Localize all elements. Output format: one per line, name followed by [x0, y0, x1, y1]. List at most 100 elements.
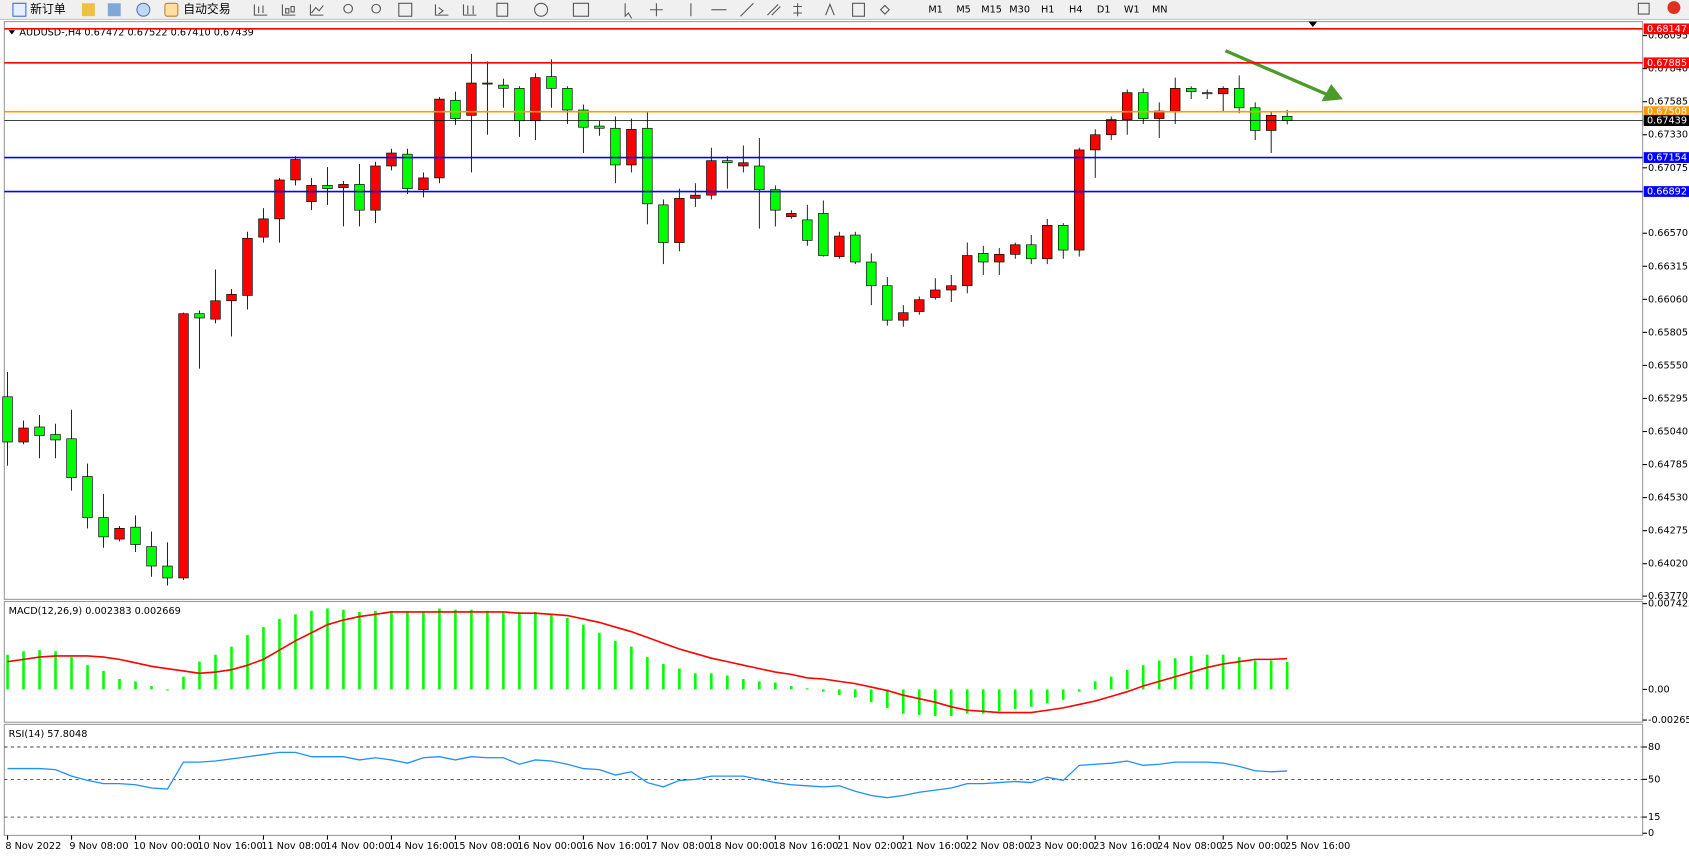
- macd-bar: [534, 611, 537, 690]
- candle-body: [98, 517, 109, 538]
- icon: [12, 2, 27, 17]
- candle-body: [818, 213, 829, 256]
- price-label: 0.67885: [1647, 58, 1687, 69]
- icon[interactable]: [534, 2, 549, 17]
- x-tick-label: 23 Nov 00:00: [1029, 841, 1094, 852]
- macd-bar: [662, 663, 665, 690]
- icon[interactable]: [825, 2, 835, 16]
- candle-body: [834, 235, 845, 257]
- icon: [164, 2, 179, 17]
- icon[interactable]: [434, 4, 449, 16]
- x-tick-label: 25 Nov 16:00: [1285, 841, 1350, 852]
- rsi-line: [7, 751, 1288, 799]
- icon[interactable]: [107, 3, 121, 17]
- timeframe-button[interactable]: MN: [1152, 5, 1168, 16]
- macd-bar: [502, 611, 505, 690]
- x-tick-label: 10 Nov 16:00: [197, 841, 262, 852]
- y-tick-label: 0.64785: [1648, 460, 1688, 471]
- macd-bar: [182, 676, 185, 690]
- y-tick-label: 0: [1648, 828, 1654, 839]
- icon[interactable]: [81, 3, 95, 17]
- macd-bar: [102, 670, 105, 690]
- icon[interactable]: [371, 3, 382, 14]
- timeframe-button[interactable]: H4: [1069, 5, 1082, 16]
- timeframe-button[interactable]: H1: [1041, 5, 1054, 16]
- candle-body: [642, 127, 653, 205]
- macd-bar: [949, 689, 953, 717]
- candle-body: [114, 527, 125, 540]
- icon[interactable]: [572, 2, 590, 17]
- icon[interactable]: [281, 4, 296, 16]
- macd-pane: [3, 600, 1644, 723]
- icon[interactable]: [793, 3, 802, 17]
- candle-body: [1122, 92, 1133, 120]
- macd-bar: [981, 689, 985, 714]
- macd-bar: [838, 689, 841, 696]
- search-icon[interactable]: [1637, 2, 1650, 15]
- icon[interactable]: [852, 2, 865, 17]
- timeframe-button[interactable]: M30: [1009, 5, 1030, 16]
- candle-body: [1026, 244, 1037, 260]
- candle-body: [18, 427, 29, 443]
- macd-bar: [901, 689, 905, 714]
- macd-bar: [342, 609, 345, 690]
- price-label-bg: [1643, 186, 1689, 197]
- icon[interactable]: [740, 2, 754, 17]
- candle-body: [1202, 92, 1213, 95]
- candle-body: [130, 526, 141, 545]
- signal-line: [7, 611, 1288, 714]
- macd-bar: [326, 608, 329, 690]
- candle-body: [898, 312, 909, 321]
- icon[interactable]: [343, 3, 353, 14]
- icon[interactable]: [398, 2, 413, 17]
- macd-bar: [166, 689, 169, 691]
- candle-body: [930, 289, 941, 298]
- icon[interactable]: [649, 3, 663, 17]
- icon[interactable]: [309, 4, 324, 16]
- candle-body: [66, 438, 77, 478]
- macd-bar: [646, 657, 649, 690]
- candle-body: [1234, 88, 1245, 109]
- icon[interactable]: [879, 4, 890, 15]
- x-tick-label: 21 Nov 02:00: [837, 841, 902, 852]
- macd-bar: [550, 614, 553, 690]
- macd-bar: [198, 661, 201, 690]
- candle-body: [786, 213, 797, 217]
- macd-bar: [54, 651, 57, 690]
- candle-body: [322, 185, 333, 189]
- macd-bar: [870, 689, 873, 703]
- macd-bar: [758, 681, 761, 690]
- macd-bar: [86, 665, 89, 690]
- macd-bar: [566, 617, 569, 690]
- y-tick-label: 50: [1648, 774, 1660, 785]
- icon[interactable]: [253, 4, 268, 16]
- timeframe-button[interactable]: D1: [1097, 5, 1111, 16]
- candle-body: [770, 189, 781, 211]
- candle-body: [514, 88, 525, 122]
- macd-bar: [965, 689, 969, 714]
- rsi-title: RSI(14) 57.8048: [9, 729, 88, 740]
- macd-bar: [390, 610, 393, 690]
- macd-bar: [598, 632, 601, 690]
- price-label: 0.66892: [1647, 187, 1687, 198]
- timeframe-button[interactable]: M5: [956, 5, 971, 16]
- candle-body: [658, 204, 669, 243]
- x-tick-label: 23 Nov 16:00: [1093, 841, 1158, 852]
- timeframe-button[interactable]: W1: [1124, 5, 1140, 16]
- candle-body: [690, 194, 701, 199]
- timeframe-button[interactable]: M1: [928, 5, 943, 16]
- icon[interactable]: [624, 3, 633, 19]
- x-tick-label: 17 Nov 08:00: [645, 841, 710, 852]
- toolbar: [0, 0, 1689, 20]
- icon[interactable]: [462, 4, 477, 16]
- macd-bar: [518, 611, 521, 690]
- new-order-button[interactable]: 新订单: [12, 2, 66, 17]
- timeframe-button[interactable]: M15: [981, 5, 1002, 16]
- notification-icon[interactable]: [1667, 1, 1681, 15]
- icon[interactable]: [767, 3, 781, 16]
- auto-trading-button[interactable]: 自动交易: [164, 2, 231, 17]
- icon[interactable]: [496, 2, 509, 17]
- icon[interactable]: [136, 2, 151, 17]
